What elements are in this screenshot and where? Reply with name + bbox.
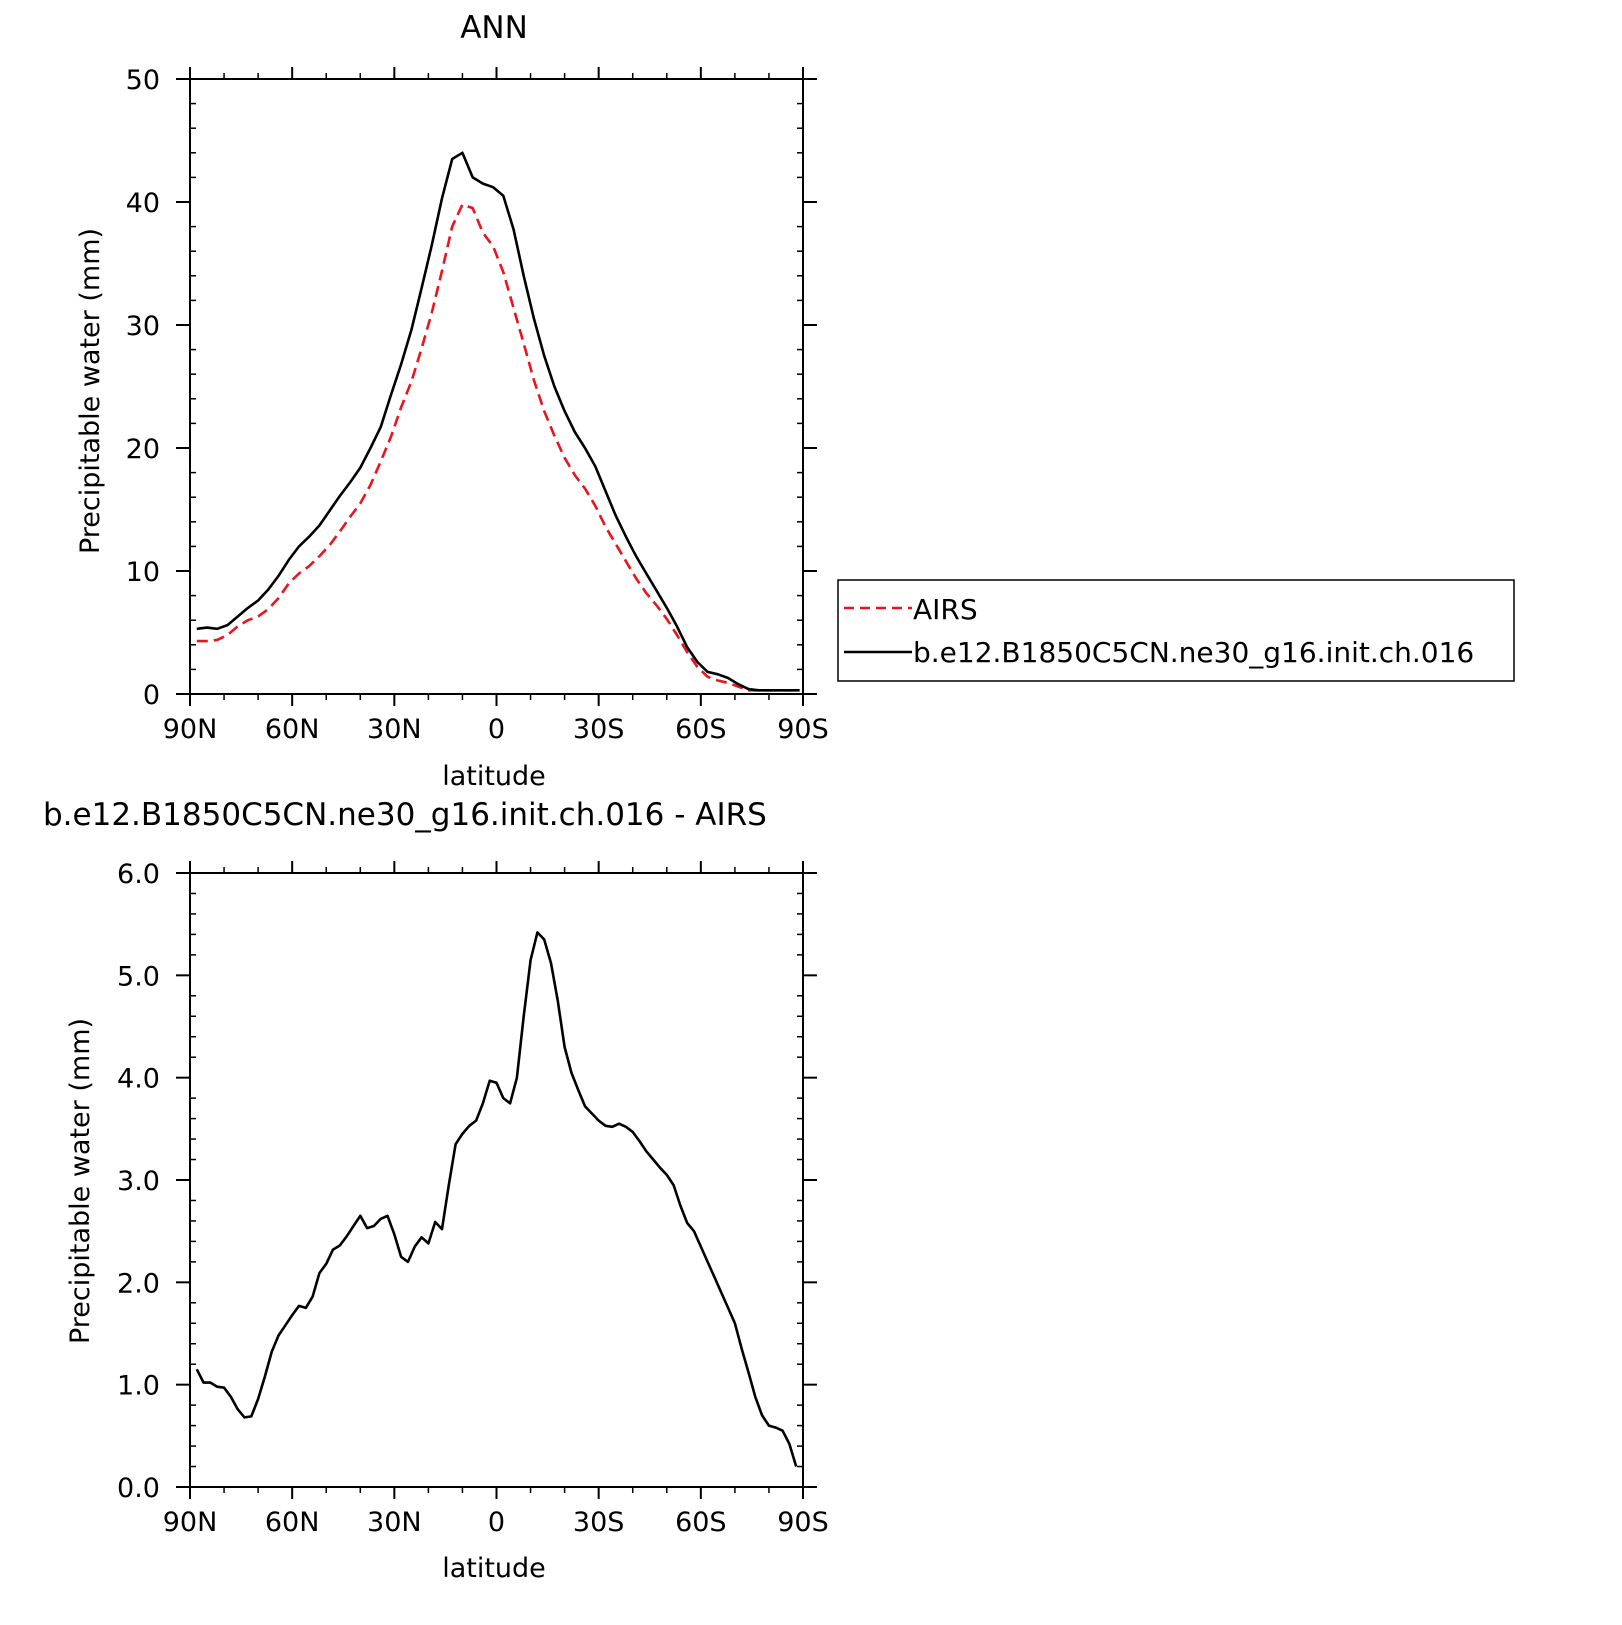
chart-title: ANN bbox=[460, 10, 528, 46]
x-tick-label: 30S bbox=[573, 1507, 625, 1538]
series-line-b-e12-b1850c5cn-ne30-g16-init-ch-016 bbox=[196, 151, 800, 692]
plot-frame bbox=[189, 872, 804, 1488]
x-tick-label: 0 bbox=[488, 714, 505, 745]
y-tick-label: 10 bbox=[126, 557, 160, 588]
y-tick-label: 6.0 bbox=[117, 859, 160, 890]
x-tick-label: 90S bbox=[777, 714, 829, 745]
x-tick-label: 30N bbox=[367, 1507, 422, 1538]
y-tick-label: 0 bbox=[143, 680, 160, 711]
y-tick-label: 4.0 bbox=[117, 1064, 160, 1095]
x-tick-label: 30S bbox=[573, 714, 625, 745]
y-tick-label: 2.0 bbox=[117, 1268, 160, 1299]
x-tick-label: 60S bbox=[675, 714, 727, 745]
y-tick-label: 3.0 bbox=[117, 1166, 160, 1197]
y-tick-label: 5.0 bbox=[117, 961, 160, 992]
chart-title: b.e12.B1850C5CN.ne30_g16.init.ch.016 - A… bbox=[43, 797, 767, 833]
plot-frame bbox=[189, 78, 804, 695]
x-tick-label: 60S bbox=[675, 1507, 727, 1538]
x-tick-label: 90N bbox=[163, 714, 218, 745]
x-tick-label: 90N bbox=[163, 1507, 218, 1538]
x-tick-label: 60N bbox=[265, 714, 320, 745]
y-axis-label: Precipitable water (mm) bbox=[65, 1018, 96, 1344]
legend-box bbox=[837, 579, 1515, 682]
series-line-difference bbox=[195, 931, 798, 1467]
series-line-airs bbox=[196, 203, 800, 692]
y-tick-label: 1.0 bbox=[117, 1371, 160, 1402]
y-tick-label: 50 bbox=[126, 65, 160, 96]
x-axis-label: latitude bbox=[442, 1553, 546, 1584]
x-tick-label: 0 bbox=[488, 1507, 505, 1538]
x-tick-label: 60N bbox=[265, 1507, 320, 1538]
plot-area: 90N 60N 30N 0 30S 60S 90S 0 10 20 30 40 50 bbox=[126, 65, 829, 745]
x-tick-label: 30N bbox=[367, 714, 422, 745]
x-axis-label: latitude bbox=[442, 761, 546, 792]
x-tick-label: 90S bbox=[777, 1507, 829, 1538]
legend-label-airs: AIRS bbox=[913, 593, 978, 626]
y-tick-label: 40 bbox=[126, 188, 160, 219]
y-tick-label: 20 bbox=[126, 434, 160, 465]
y-axis-label: Precipitable water (mm) bbox=[75, 228, 106, 554]
legend-label-model: b.e12.B1850C5CN.ne30_g16.init.ch.016 bbox=[913, 636, 1474, 669]
legend: AIRS b.e12.B1850C5CN.ne30_g16.init.ch.01… bbox=[837, 579, 1515, 682]
bottom-panel: b.e12.B1850C5CN.ne30_g16.init.ch.016 - A… bbox=[43, 797, 829, 1584]
y-tick-label: 30 bbox=[126, 311, 160, 342]
top-panel: ANN 90N 60N 30N 0 30S 60S 90S 0 10 20 30 40 50 latit… bbox=[75, 10, 829, 792]
plot-area: 90N 60N 30N 0 30S 60S 90S 0.0 1.0 2.0 3.0 4.0 5.0 6.0 bbox=[117, 859, 829, 1538]
y-tick-label: 0.0 bbox=[117, 1473, 160, 1504]
